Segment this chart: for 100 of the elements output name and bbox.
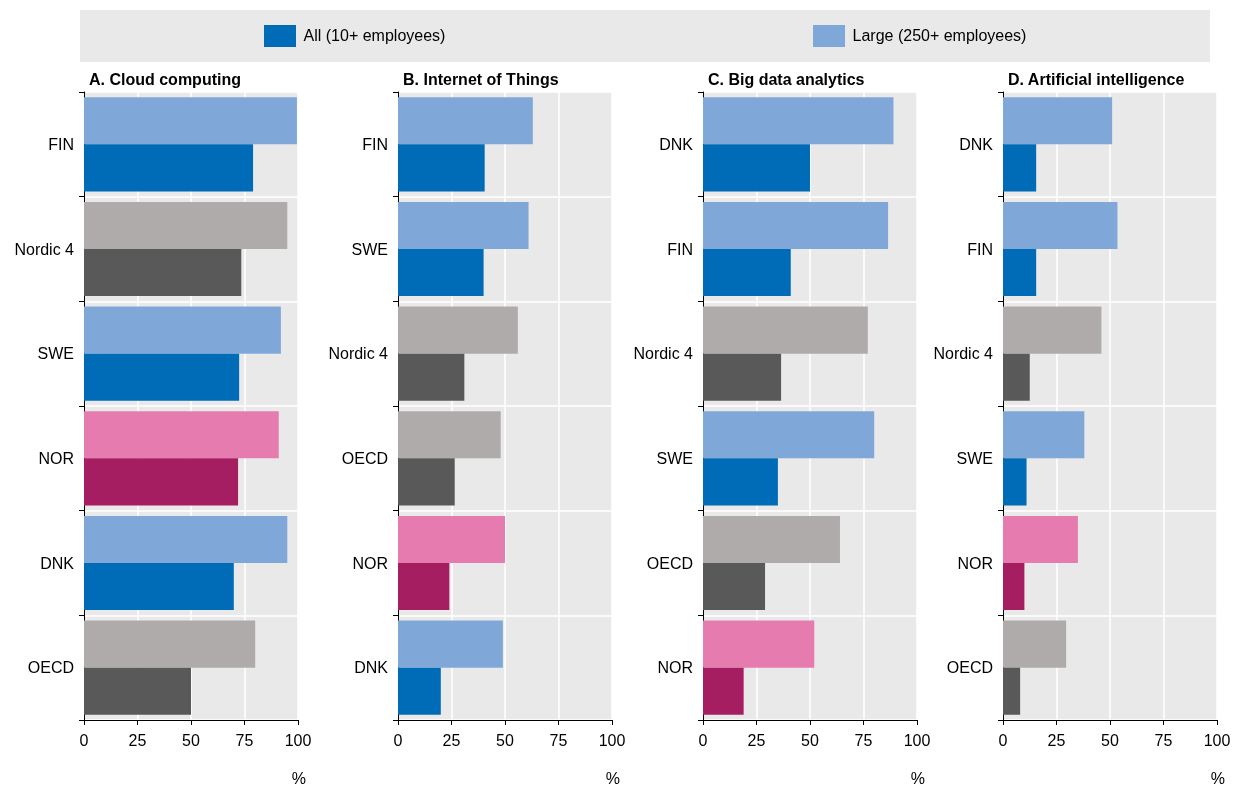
bar bbox=[703, 249, 791, 297]
y-tick-label: Nordic 4 bbox=[633, 345, 694, 363]
bar bbox=[398, 201, 529, 249]
x-axis-title: % bbox=[910, 769, 926, 787]
bar bbox=[1003, 144, 1037, 192]
y-tick-label: NOR bbox=[352, 554, 388, 572]
chart-title: A. Cloud computing bbox=[89, 70, 241, 88]
bar bbox=[84, 306, 281, 354]
y-tick-label: OECD bbox=[341, 449, 388, 467]
x-tick-label: 0 bbox=[79, 731, 89, 749]
x-tick-label: 50 bbox=[801, 731, 819, 749]
bar bbox=[703, 667, 744, 715]
y-tick-label: Nordic 4 bbox=[933, 345, 994, 363]
y-tick-label: DNK bbox=[959, 135, 994, 153]
bar bbox=[398, 97, 533, 145]
bar bbox=[398, 144, 485, 192]
bar bbox=[703, 458, 778, 506]
bar bbox=[398, 563, 450, 611]
x-tick-label: 50 bbox=[182, 731, 200, 749]
bar bbox=[398, 411, 501, 459]
x-tick-label: 0 bbox=[393, 731, 403, 749]
bar bbox=[84, 411, 279, 459]
y-tick-label: DNK bbox=[659, 135, 694, 153]
x-axis-title: % bbox=[1210, 769, 1226, 787]
y-tick-label: NOR bbox=[957, 554, 993, 572]
bar bbox=[703, 306, 868, 354]
x-tick-label: 75 bbox=[854, 731, 873, 749]
y-tick-label: DNK bbox=[354, 659, 389, 677]
chart-title: B. Internet of Things bbox=[403, 70, 559, 88]
y-tick-label: FIN bbox=[48, 135, 74, 153]
bar bbox=[398, 249, 484, 297]
bar bbox=[84, 353, 240, 401]
y-tick-label: NOR bbox=[657, 659, 693, 677]
bar bbox=[1003, 249, 1037, 297]
y-tick-label: OECD bbox=[646, 554, 693, 572]
y-tick-label: SWE bbox=[656, 449, 693, 467]
y-tick-label: SWE bbox=[351, 240, 388, 258]
bar bbox=[84, 97, 297, 145]
y-tick-label: SWE bbox=[956, 449, 993, 467]
bar bbox=[703, 563, 766, 611]
x-tick-label: 25 bbox=[1047, 731, 1066, 749]
bar bbox=[398, 620, 503, 668]
bar bbox=[1003, 563, 1025, 611]
y-tick-label: FIN bbox=[667, 240, 693, 258]
y-tick-label: FIN bbox=[967, 240, 993, 258]
x-tick-label: 100 bbox=[1203, 731, 1231, 749]
bar bbox=[398, 515, 505, 563]
x-tick-label: 0 bbox=[698, 731, 708, 749]
bar bbox=[1003, 620, 1067, 668]
bar bbox=[1003, 353, 1030, 401]
x-tick-label: 25 bbox=[442, 731, 461, 749]
bar bbox=[1003, 411, 1085, 459]
x-tick-label: 50 bbox=[1101, 731, 1119, 749]
x-tick-label: 100 bbox=[598, 731, 626, 749]
legend-label: Large (250+ employees) bbox=[852, 27, 1027, 45]
chart-title: D. Artificial intelligence bbox=[1008, 70, 1185, 88]
x-tick-label: 25 bbox=[128, 731, 147, 749]
bar bbox=[398, 306, 518, 354]
bar bbox=[1003, 97, 1113, 145]
x-tick-label: 75 bbox=[235, 731, 254, 749]
bar bbox=[703, 515, 840, 563]
bar bbox=[398, 353, 465, 401]
y-tick-label: OECD bbox=[27, 659, 74, 677]
bar bbox=[703, 620, 815, 668]
bar bbox=[84, 667, 191, 715]
x-tick-label: 25 bbox=[747, 731, 766, 749]
bar bbox=[1003, 667, 1021, 715]
bar bbox=[703, 411, 875, 459]
bar bbox=[703, 201, 889, 249]
chart-title: C. Big data analytics bbox=[708, 70, 865, 88]
y-tick-label: Nordic 4 bbox=[14, 240, 75, 258]
bar bbox=[84, 201, 288, 249]
bar bbox=[1003, 201, 1118, 249]
bar bbox=[84, 249, 242, 297]
y-tick-label: SWE bbox=[37, 345, 74, 363]
x-tick-label: 50 bbox=[496, 731, 514, 749]
x-tick-label: 75 bbox=[1154, 731, 1173, 749]
bar bbox=[1003, 458, 1027, 506]
y-tick-label: DNK bbox=[40, 554, 75, 572]
bar bbox=[84, 620, 256, 668]
bar bbox=[703, 97, 894, 145]
bar bbox=[703, 353, 782, 401]
y-tick-label: Nordic 4 bbox=[328, 345, 389, 363]
y-tick-label: FIN bbox=[362, 135, 388, 153]
y-tick-label: NOR bbox=[38, 449, 74, 467]
bar bbox=[84, 515, 288, 563]
bar bbox=[84, 458, 239, 506]
x-tick-label: 75 bbox=[549, 731, 568, 749]
bar bbox=[398, 667, 441, 715]
x-axis-title: % bbox=[605, 769, 621, 787]
x-tick-label: 100 bbox=[284, 731, 312, 749]
legend-label: All (10+ employees) bbox=[303, 27, 446, 45]
x-axis-title: % bbox=[291, 769, 307, 787]
y-tick-label: OECD bbox=[946, 659, 993, 677]
bar bbox=[84, 144, 254, 192]
bar bbox=[1003, 306, 1102, 354]
x-tick-label: 0 bbox=[998, 731, 1008, 749]
x-tick-label: 100 bbox=[903, 731, 931, 749]
bar bbox=[703, 144, 810, 192]
bar bbox=[398, 458, 455, 506]
